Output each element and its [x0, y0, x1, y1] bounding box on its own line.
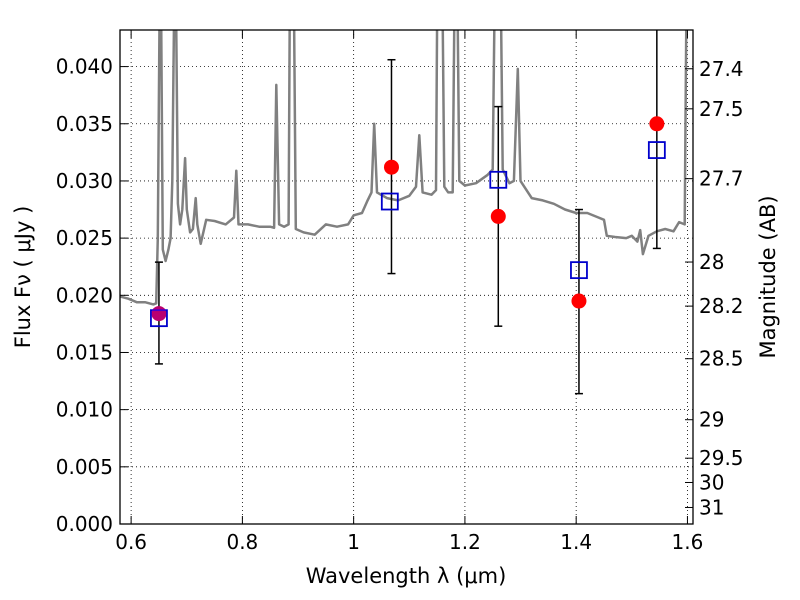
plot-content: [120, 30, 688, 395]
y-tick-label: 0.000: [56, 512, 113, 536]
observed-point: [383, 159, 399, 175]
mag-tick-label: 28: [699, 250, 724, 274]
y-tick-label: 0.020: [56, 283, 113, 307]
mag-tick-label: 27.5: [699, 97, 744, 121]
mag-tick-label: 28.2: [699, 294, 744, 318]
observed-point: [490, 208, 506, 224]
mag-tick-label: 30: [699, 470, 724, 494]
x-tick-label: 1: [347, 530, 360, 554]
y-axis-label: Flux Fν ( μJy ): [11, 206, 35, 349]
x-tick-label: 1.4: [560, 530, 592, 554]
observed-point: [571, 293, 587, 309]
x-tick-label: 1.2: [449, 530, 481, 554]
y-tick-label: 0.030: [56, 169, 113, 193]
y-tick-label: 0.025: [56, 226, 113, 250]
y-tick-label: 0.040: [56, 55, 113, 79]
mag-tick-label: 29: [699, 408, 724, 432]
plot-frame: [119, 29, 694, 525]
axes-ticks: 0.6 0.8 1 1.2 1.4 1.6 0.000 0.005 0.010 0.015 0.02…: [56, 30, 744, 554]
y-tick-label: 0.010: [56, 398, 113, 422]
y-tick-label: 0.005: [56, 455, 113, 479]
x-tick-label: 0.6: [115, 530, 147, 554]
model-square: [570, 261, 588, 280]
model-square: [647, 141, 666, 159]
y-tick-label: 0.035: [56, 112, 113, 136]
y-tick-label: 0.015: [56, 340, 113, 364]
mag-tick-label: 29.5: [699, 446, 744, 470]
x-tick-label: 0.8: [226, 530, 258, 554]
x-tick-label: 1.6: [672, 530, 704, 554]
model-square: [489, 170, 508, 189]
x-axis-label: Wavelength λ (μm): [306, 564, 507, 588]
overlap-marker: [151, 306, 167, 322]
y2-axis-label: Magnitude (AB): [756, 195, 780, 358]
model-square: [380, 192, 399, 211]
mag-tick-label: 27.4: [699, 57, 744, 81]
mag-tick-label: 28.5: [699, 347, 744, 371]
observed-point: [649, 116, 665, 132]
spectrum-line: [120, 30, 688, 306]
mag-tick-label: 31: [699, 495, 724, 519]
gridlines: [120, 30, 693, 525]
mag-tick-label: 27.7: [699, 167, 744, 191]
